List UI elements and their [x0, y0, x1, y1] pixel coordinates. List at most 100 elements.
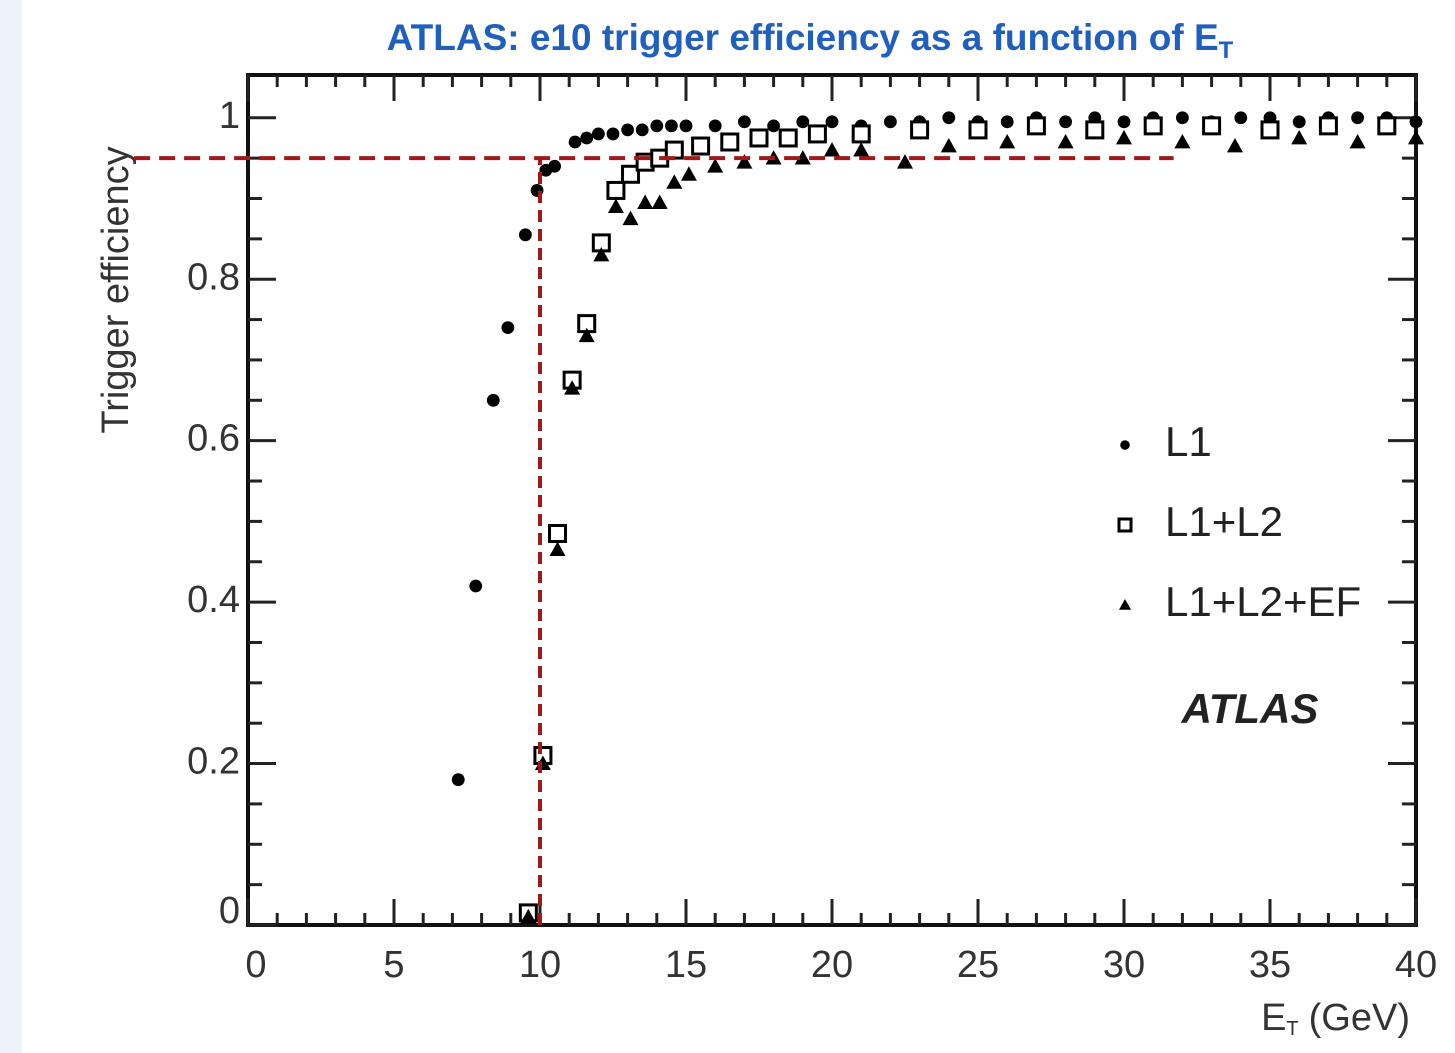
marker-circle — [451, 773, 465, 787]
marker-circle — [1351, 111, 1364, 125]
marker-square — [807, 124, 827, 144]
y-tick-label: 0.8 — [187, 256, 240, 298]
marker-triangle — [940, 138, 957, 153]
marker-triangle — [622, 210, 639, 226]
marker-square — [851, 124, 871, 144]
x-tick-label: 40 — [1395, 944, 1437, 986]
marker-circle — [1117, 115, 1131, 129]
y-tick-label: 0 — [219, 890, 240, 932]
marker-circle — [501, 321, 515, 335]
marker-circle — [580, 131, 594, 145]
title-main: ATLAS: e10 trigger efficiency as a funct… — [387, 17, 1219, 58]
marker-circle — [635, 123, 649, 137]
x-tick-label: 5 — [383, 944, 404, 986]
marker-triangle — [1119, 599, 1131, 610]
marker-circle — [568, 135, 582, 149]
y-tick-label: 0.2 — [187, 741, 240, 783]
x-label-unit: (GeV) — [1309, 997, 1410, 1039]
title-subscript: T — [1219, 37, 1234, 64]
marker-circle — [519, 228, 532, 242]
marker-square — [910, 120, 930, 140]
marker-square — [621, 164, 641, 184]
y-tick-label: 0.6 — [187, 418, 240, 460]
marker-triangle — [593, 247, 610, 262]
marker-triangle — [1116, 129, 1132, 145]
marker-triangle — [520, 908, 537, 924]
marker-circle — [942, 111, 956, 125]
x-tick-label: 30 — [1103, 944, 1145, 986]
chart-title: ATLAS: e10 trigger efficiency as a funct… — [387, 17, 1234, 65]
marker-triangle — [549, 541, 566, 557]
marker-circle — [1120, 440, 1130, 450]
marker-circle — [650, 119, 664, 133]
marker-circle — [1292, 115, 1306, 129]
slide-edge — [0, 0, 22, 1053]
marker-circle — [767, 119, 780, 133]
marker-square — [968, 120, 988, 140]
marker-square — [1377, 116, 1397, 136]
marker-square — [1260, 120, 1280, 140]
y-axis-label: Trigger efficiency — [95, 146, 137, 433]
marker-triangle — [1057, 133, 1074, 149]
x-label-sub: T — [1286, 1018, 1298, 1040]
marker-circle — [738, 115, 751, 129]
marker-circle — [1059, 115, 1072, 129]
marker-circle — [592, 127, 605, 141]
marker-triangle — [564, 380, 581, 395]
marker-circle — [665, 119, 678, 133]
marker-triangle — [736, 154, 753, 169]
marker-square — [1085, 120, 1105, 140]
marker-triangle — [707, 158, 724, 173]
marker-square — [1026, 116, 1046, 136]
marker-circle — [825, 115, 839, 129]
marker-square — [606, 180, 626, 200]
marker-circle — [884, 115, 897, 129]
x-tick-label: 20 — [811, 944, 853, 986]
marker-triangle — [578, 327, 595, 343]
marker-triangle — [607, 198, 624, 213]
marker-circle — [1234, 111, 1248, 125]
marker-square — [691, 136, 711, 156]
legend-label: L1 — [1165, 418, 1212, 465]
marker-square — [1318, 116, 1338, 136]
marker-triangle — [680, 166, 697, 181]
marker-square — [720, 132, 740, 152]
marker-triangle — [1408, 129, 1424, 145]
marker-triangle — [637, 194, 654, 209]
marker-triangle — [666, 174, 683, 189]
marker-triangle — [1291, 129, 1308, 145]
x-tick-label: 10 — [519, 944, 561, 986]
marker-triangle — [651, 194, 668, 209]
marker-triangle — [1174, 133, 1191, 149]
marker-triangle — [853, 142, 870, 157]
marker-square — [778, 128, 798, 148]
y-tick-label: 1 — [219, 95, 240, 137]
marker-square — [1117, 517, 1133, 533]
marker-circle — [606, 127, 620, 141]
marker-circle — [548, 159, 561, 173]
marker-square — [1202, 116, 1222, 136]
marker-circle — [621, 123, 634, 137]
x-tick-label: 25 — [957, 944, 999, 986]
marker-triangle — [897, 154, 913, 169]
marker-square — [1143, 116, 1163, 136]
marker-triangle — [824, 142, 840, 157]
marker-circle — [708, 119, 722, 133]
legend-label: L1+L2+EF — [1165, 578, 1361, 625]
marker-circle — [796, 115, 810, 129]
marker-circle — [679, 119, 693, 133]
x-axis-label: ET (GeV) — [1261, 997, 1410, 1040]
marker-square — [548, 523, 568, 543]
marker-triangle — [1349, 133, 1366, 149]
marker-triangle — [794, 150, 811, 165]
marker-circle — [1000, 115, 1014, 129]
marker-triangle — [999, 133, 1016, 149]
x-label-main: E — [1261, 997, 1286, 1039]
marker-square — [749, 128, 769, 148]
marker-square — [664, 140, 684, 160]
x-tick-label: 0 — [245, 944, 266, 986]
atlas-label: ATLAS — [1181, 685, 1319, 732]
marker-circle — [469, 579, 483, 593]
